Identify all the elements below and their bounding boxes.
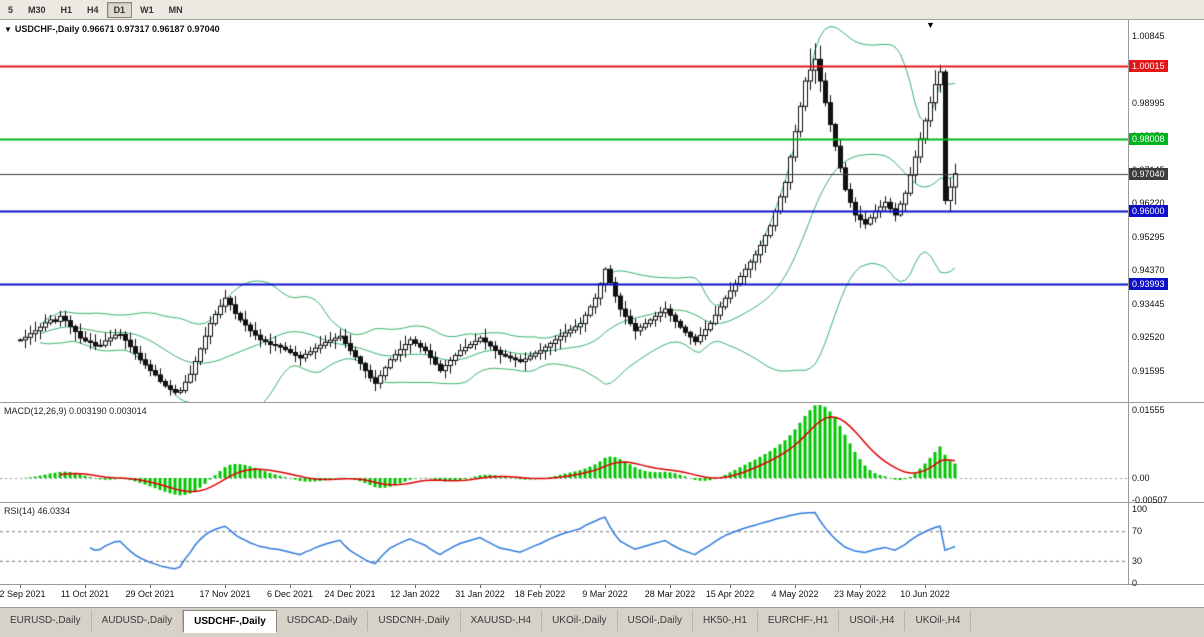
date-axis-tick [730,585,731,588]
period-button-h1[interactable]: H1 [60,4,73,15]
date-axis-tick [540,585,541,588]
price-axis-label: 0.94370 [1132,265,1165,276]
date-axis-label: 15 Apr 2022 [705,589,755,599]
macd-axis-label: -0.00507 [1132,495,1168,506]
chart-area[interactable]: ▼ USDCHF-,Daily 0.96671 0.97317 0.96187 0… [0,20,1204,607]
rsi-label: RSI(14) 46.0334 [4,506,70,516]
one-click-trading-icon[interactable]: ▼ [4,25,12,34]
date-axis-label: 10 Jun 2022 [900,589,950,599]
hline-price-box: 0.98008 [1129,132,1168,145]
hline-price-box: 0.96000 [1129,205,1168,218]
chart-tab-eurchf-h1[interactable]: EURCHF-,H1 [758,610,840,631]
date-axis-label: 18 Feb 2022 [514,589,566,599]
chart-tab-usdcnh-daily[interactable]: USDCNH-,Daily [368,610,461,631]
price-axis-label: 0.95295 [1132,231,1165,242]
macd-axis-label: 0.00 [1132,473,1150,483]
period-button-d1[interactable]: D1 [106,1,133,18]
date-axis-tick [480,585,481,588]
main-price-chart-canvas[interactable] [0,20,1128,402]
chart-tab-xauusd-h4[interactable]: XAUUSD-,H4 [461,610,543,631]
chart-tab-audusd-daily[interactable]: AUDUSD-,Daily [92,610,184,631]
macd-main-value: 0.003190 [69,406,107,416]
hline-price-box: 1.00015 [1129,60,1168,72]
date-axis-label: 23 May 2022 [833,589,887,599]
chart-tab-usoil-h4[interactable]: USOil-,H4 [839,610,906,631]
hline-price-box: 0.93993 [1129,277,1168,290]
macd-indicator-canvas[interactable] [0,403,1128,502]
macd-axis-label: 0.01555 [1132,404,1165,415]
period-button-mn[interactable]: MN [168,4,183,15]
date-axis-tick [860,585,861,588]
date-axis-label: 12 Jan 2022 [390,589,440,599]
date-axis-label: 28 Mar 2022 [644,589,696,599]
rsi-value: 46.0334 [37,506,71,516]
price-axis-separator [1128,20,1129,585]
chart-title: ▼ USDCHF-,Daily 0.96671 0.97317 0.96187 0… [4,24,220,34]
panel-separator[interactable] [0,402,1204,403]
date-axis-label: 31 Jan 2022 [455,589,505,599]
rsi-name: RSI(14) [4,506,36,516]
date-axis-tick [795,585,796,588]
chart-ohlc-values: 0.96671 0.97317 0.96187 0.97040 [81,24,220,34]
panel-separator [0,584,1204,585]
period-toolbar: 5 M30 H1 H4 D1 W1 MN [0,0,1204,20]
date-axis-label: 9 Mar 2022 [582,589,628,599]
date-axis-tick [670,585,671,588]
chart-tab-ukoil-h4[interactable]: UKOil-,H4 [905,610,972,631]
macd-label: MACD(12,26,9) 0.003190 0.003014 [4,406,147,416]
date-axis-label: 24 Dec 2021 [324,589,376,599]
chart-tab-ukoil-daily[interactable]: UKOil-,Daily [542,610,618,631]
price-axis-label: 1.00845 [1132,30,1165,41]
rsi-axis-label: 30 [1132,555,1143,566]
period-button-5[interactable]: 5 [8,4,14,15]
rsi-indicator-canvas[interactable] [0,503,1128,584]
chart-tab-hk50-h1[interactable]: HK50-,H1 [693,610,758,631]
date-axis-label: 11 Oct 2021 [60,589,110,599]
rsi-axis-label: 0 [1132,578,1138,588]
panel-separator[interactable] [0,502,1204,503]
chart-tab-eurusd-daily[interactable]: EURUSD-,Daily [0,610,92,631]
date-axis-label: 22 Sep 2021 [0,589,46,599]
date-axis-tick [605,585,606,588]
price-axis-label: 0.92520 [1132,332,1165,343]
date-axis-label: 4 May 2022 [771,589,819,599]
chart-tab-usoil-daily[interactable]: USOil-,Daily [618,610,693,631]
period-button-w1[interactable]: W1 [140,4,154,15]
price-axis-label: 0.91595 [1132,365,1165,376]
chart-tab-usdchf-daily[interactable]: USDCHF-,Daily [183,610,277,633]
macd-name: MACD(12,26,9) [4,406,67,416]
date-axis-label: 29 Oct 2021 [125,589,175,599]
rsi-axis-label: 70 [1132,526,1143,537]
date-axis-tick [20,585,21,588]
date-axis-tick [290,585,291,588]
rsi-axis-label: 100 [1132,504,1148,514]
date-axis-tick [925,585,926,588]
date-axis-tick [225,585,226,588]
period-button-m30[interactable]: M30 [28,4,46,15]
current-price-box: 0.97040 [1129,167,1168,180]
date-axis-tick [85,585,86,588]
chart-tab-usdcad-daily[interactable]: USDCAD-,Daily [277,610,369,631]
price-axis-label: 0.93445 [1132,298,1165,309]
macd-signal-value: 0.003014 [109,406,147,416]
chart-shift-marker-icon[interactable]: ▼ [926,20,935,30]
price-axis-label: 0.98995 [1132,97,1165,108]
date-axis-tick [350,585,351,588]
date-axis-label: 6 Dec 2021 [266,589,314,599]
price-axis-label: 0.96220 [1132,198,1165,209]
date-axis-label: 17 Nov 2021 [199,589,251,599]
date-axis-tick [415,585,416,588]
date-axis-tick [150,585,151,588]
chart-tab-bar: EURUSD-,Daily AUDUSD-,Daily USDCHF-,Daily U… [0,607,1204,637]
period-button-h4[interactable]: H4 [87,4,99,15]
chart-symbol-period: USDCHF-,Daily [14,24,80,34]
